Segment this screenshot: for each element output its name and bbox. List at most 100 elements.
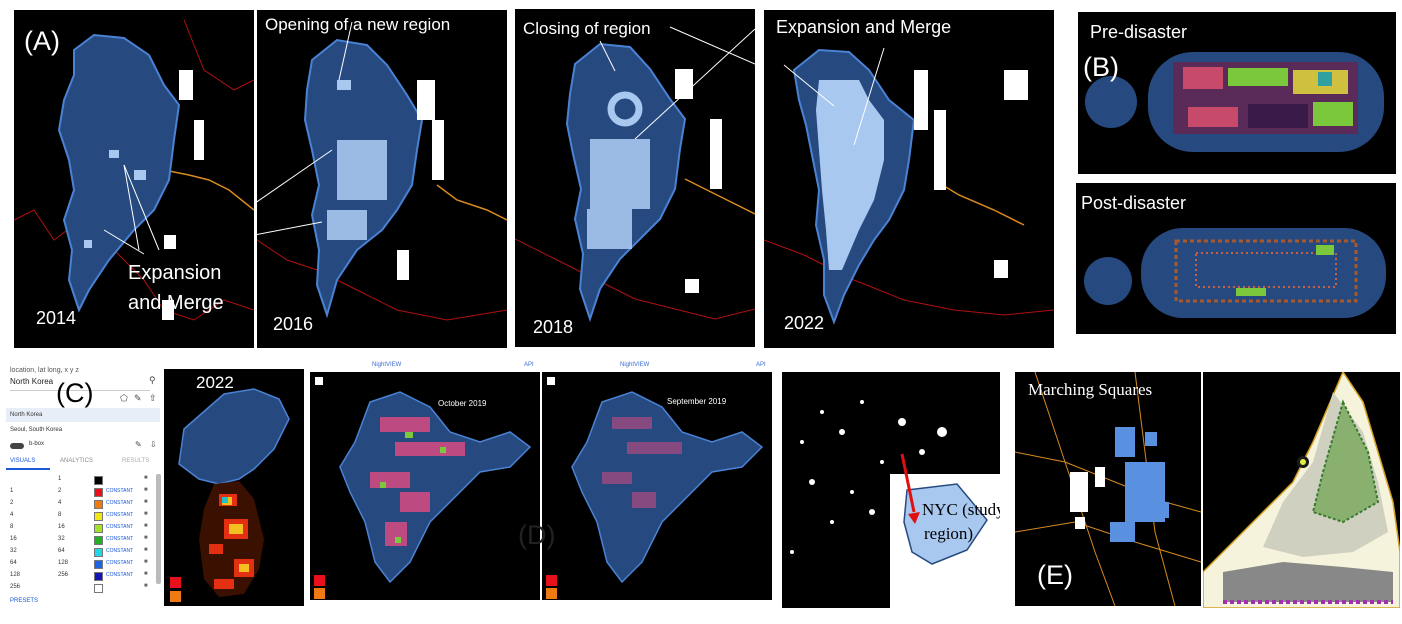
colormap-row: 1 2 CONSTANT ■ [2, 486, 164, 498]
map-2016 [257, 21, 507, 321]
range-to[interactable]: 32 [58, 536, 65, 542]
pre-disaster-label: Pre-disaster [1090, 22, 1188, 42]
color-swatch[interactable] [94, 512, 103, 521]
range-from[interactable]: 128 [10, 572, 21, 578]
range-from[interactable]: 16 [10, 536, 17, 542]
october-date: October 2019 [438, 399, 487, 408]
panel-d-left: October 2019 [310, 372, 540, 600]
suggestion-item[interactable]: Seoul, South Korea [10, 427, 63, 433]
india-map-september [546, 377, 764, 599]
map-2014 [14, 19, 254, 321]
range-from[interactable]: 256 [10, 584, 21, 590]
edit-icon[interactable]: ✎ [135, 440, 142, 449]
tab-results[interactable]: RESULTS [122, 458, 150, 464]
range-from[interactable]: 1 [10, 488, 14, 494]
trash-icon[interactable]: ■ [144, 547, 148, 553]
range-to[interactable]: 128 [58, 560, 69, 566]
korea-map [170, 388, 290, 602]
search-icon[interactable]: ⚲ [149, 375, 156, 385]
constant-label: CONSTANT [106, 560, 134, 566]
panel-a-2018: Closing of region 2018 [515, 9, 755, 347]
panel-c-year: 2022 [196, 373, 234, 392]
range-from[interactable]: 8 [10, 524, 14, 530]
post-disaster-map [1084, 228, 1386, 318]
tab-visuals[interactable]: VISUALS [10, 458, 36, 464]
colormap-row: 256 ■ [2, 582, 164, 594]
api-header-left: API [524, 362, 534, 368]
panel-b-label: (B) [1083, 52, 1119, 82]
scrollbar[interactable] [156, 474, 161, 584]
expansion-merge-label-1: Expansion [128, 262, 222, 284]
panel-b-post: Post-disaster [1076, 183, 1396, 334]
presets-button[interactable]: PRESETS [10, 598, 39, 604]
panel-e-label: (E) [1037, 560, 1073, 590]
range-from[interactable]: 2 [10, 500, 14, 506]
color-swatch[interactable] [94, 560, 103, 569]
polygon-icon[interactable]: ⬠ [120, 393, 128, 403]
year-2016: 2016 [273, 314, 314, 334]
marching-squares-map [1015, 372, 1201, 606]
trash-icon[interactable]: ■ [144, 583, 148, 589]
trash-icon[interactable]: ■ [144, 511, 148, 517]
dbscan-label: DBScan [1227, 388, 1284, 407]
range-to[interactable]: 16 [58, 524, 65, 530]
color-swatch[interactable] [94, 536, 103, 545]
year-2014: 2014 [36, 308, 77, 328]
post-disaster-label: Post-disaster [1081, 193, 1187, 213]
panel-e-nightlights: NYC (study- region) [782, 372, 1000, 608]
color-swatch[interactable] [94, 572, 103, 581]
trash-icon[interactable]: ■ [144, 523, 148, 529]
color-swatch[interactable] [94, 476, 103, 485]
download-icon[interactable]: ⇩ [150, 440, 157, 449]
trash-icon[interactable]: ■ [144, 499, 148, 505]
trash-icon[interactable]: ■ [144, 559, 148, 565]
color-swatch[interactable] [94, 548, 103, 557]
expansion-merge-label-2: and Merge [128, 292, 224, 314]
pencil-icon[interactable]: ✎ [134, 393, 142, 403]
panel-c-ui: location, lat long, x y z North Korea ⚲ … [2, 362, 164, 608]
constant-label: CONSTANT [106, 524, 134, 530]
range-to[interactable]: 8 [58, 512, 62, 518]
year-2022: 2022 [784, 313, 825, 333]
constant-label: CONSTANT [106, 488, 134, 494]
range-to[interactable]: 256 [58, 572, 69, 578]
trash-icon[interactable]: ■ [144, 571, 148, 577]
trash-icon[interactable]: ■ [144, 535, 148, 541]
tab-analytics[interactable]: ANALYTICS [60, 458, 93, 464]
tab-underline [6, 468, 50, 470]
suggestion-item[interactable]: North Korea [6, 408, 160, 422]
trash-icon[interactable]: ■ [144, 475, 148, 481]
colormap-row: 32 64 CONSTANT ■ [2, 546, 164, 558]
range-from[interactable]: 4 [10, 512, 14, 518]
colormap-row: 128 256 CONSTANT ■ [2, 570, 164, 582]
panel-a-2014: (A) Expansion and Merge 2014 [14, 10, 254, 348]
september-date: September 2019 [667, 397, 727, 406]
range-to[interactable]: 2 [58, 488, 62, 494]
nightview-header-left: NightVIEW [372, 362, 402, 368]
constant-label: CONSTANT [106, 548, 134, 554]
constant-label: CONSTANT [106, 500, 134, 506]
us-east-nightlights [790, 400, 1000, 608]
colormap-row: 1 ■ [2, 474, 164, 486]
range-to[interactable]: 1 [58, 476, 62, 482]
bbox-toggle[interactable] [10, 443, 24, 449]
color-swatch[interactable] [94, 524, 103, 533]
api-header-right: API [756, 362, 766, 368]
colormap-row: 16 32 CONSTANT ■ [2, 534, 164, 546]
range-from[interactable]: 64 [10, 560, 17, 566]
opening-annotation: Opening of a new region [265, 15, 451, 34]
upload-icon[interactable]: ⇧ [149, 393, 157, 403]
india-map-october [314, 377, 532, 599]
color-swatch[interactable] [94, 500, 103, 509]
pre-disaster-map [1085, 52, 1384, 152]
panel-b-pre: Pre-disaster (B) [1078, 12, 1396, 174]
range-from[interactable]: 32 [10, 548, 17, 554]
colormap-row: 2 4 CONSTANT ■ [2, 498, 164, 510]
color-swatch[interactable] [94, 488, 103, 497]
range-to[interactable]: 4 [58, 500, 62, 506]
trash-icon[interactable]: ■ [144, 487, 148, 493]
panel-c-map: 2022 [164, 369, 304, 606]
range-to[interactable]: 64 [58, 548, 65, 554]
color-swatch[interactable] [94, 584, 103, 593]
location-input[interactable]: North Korea [10, 374, 150, 391]
